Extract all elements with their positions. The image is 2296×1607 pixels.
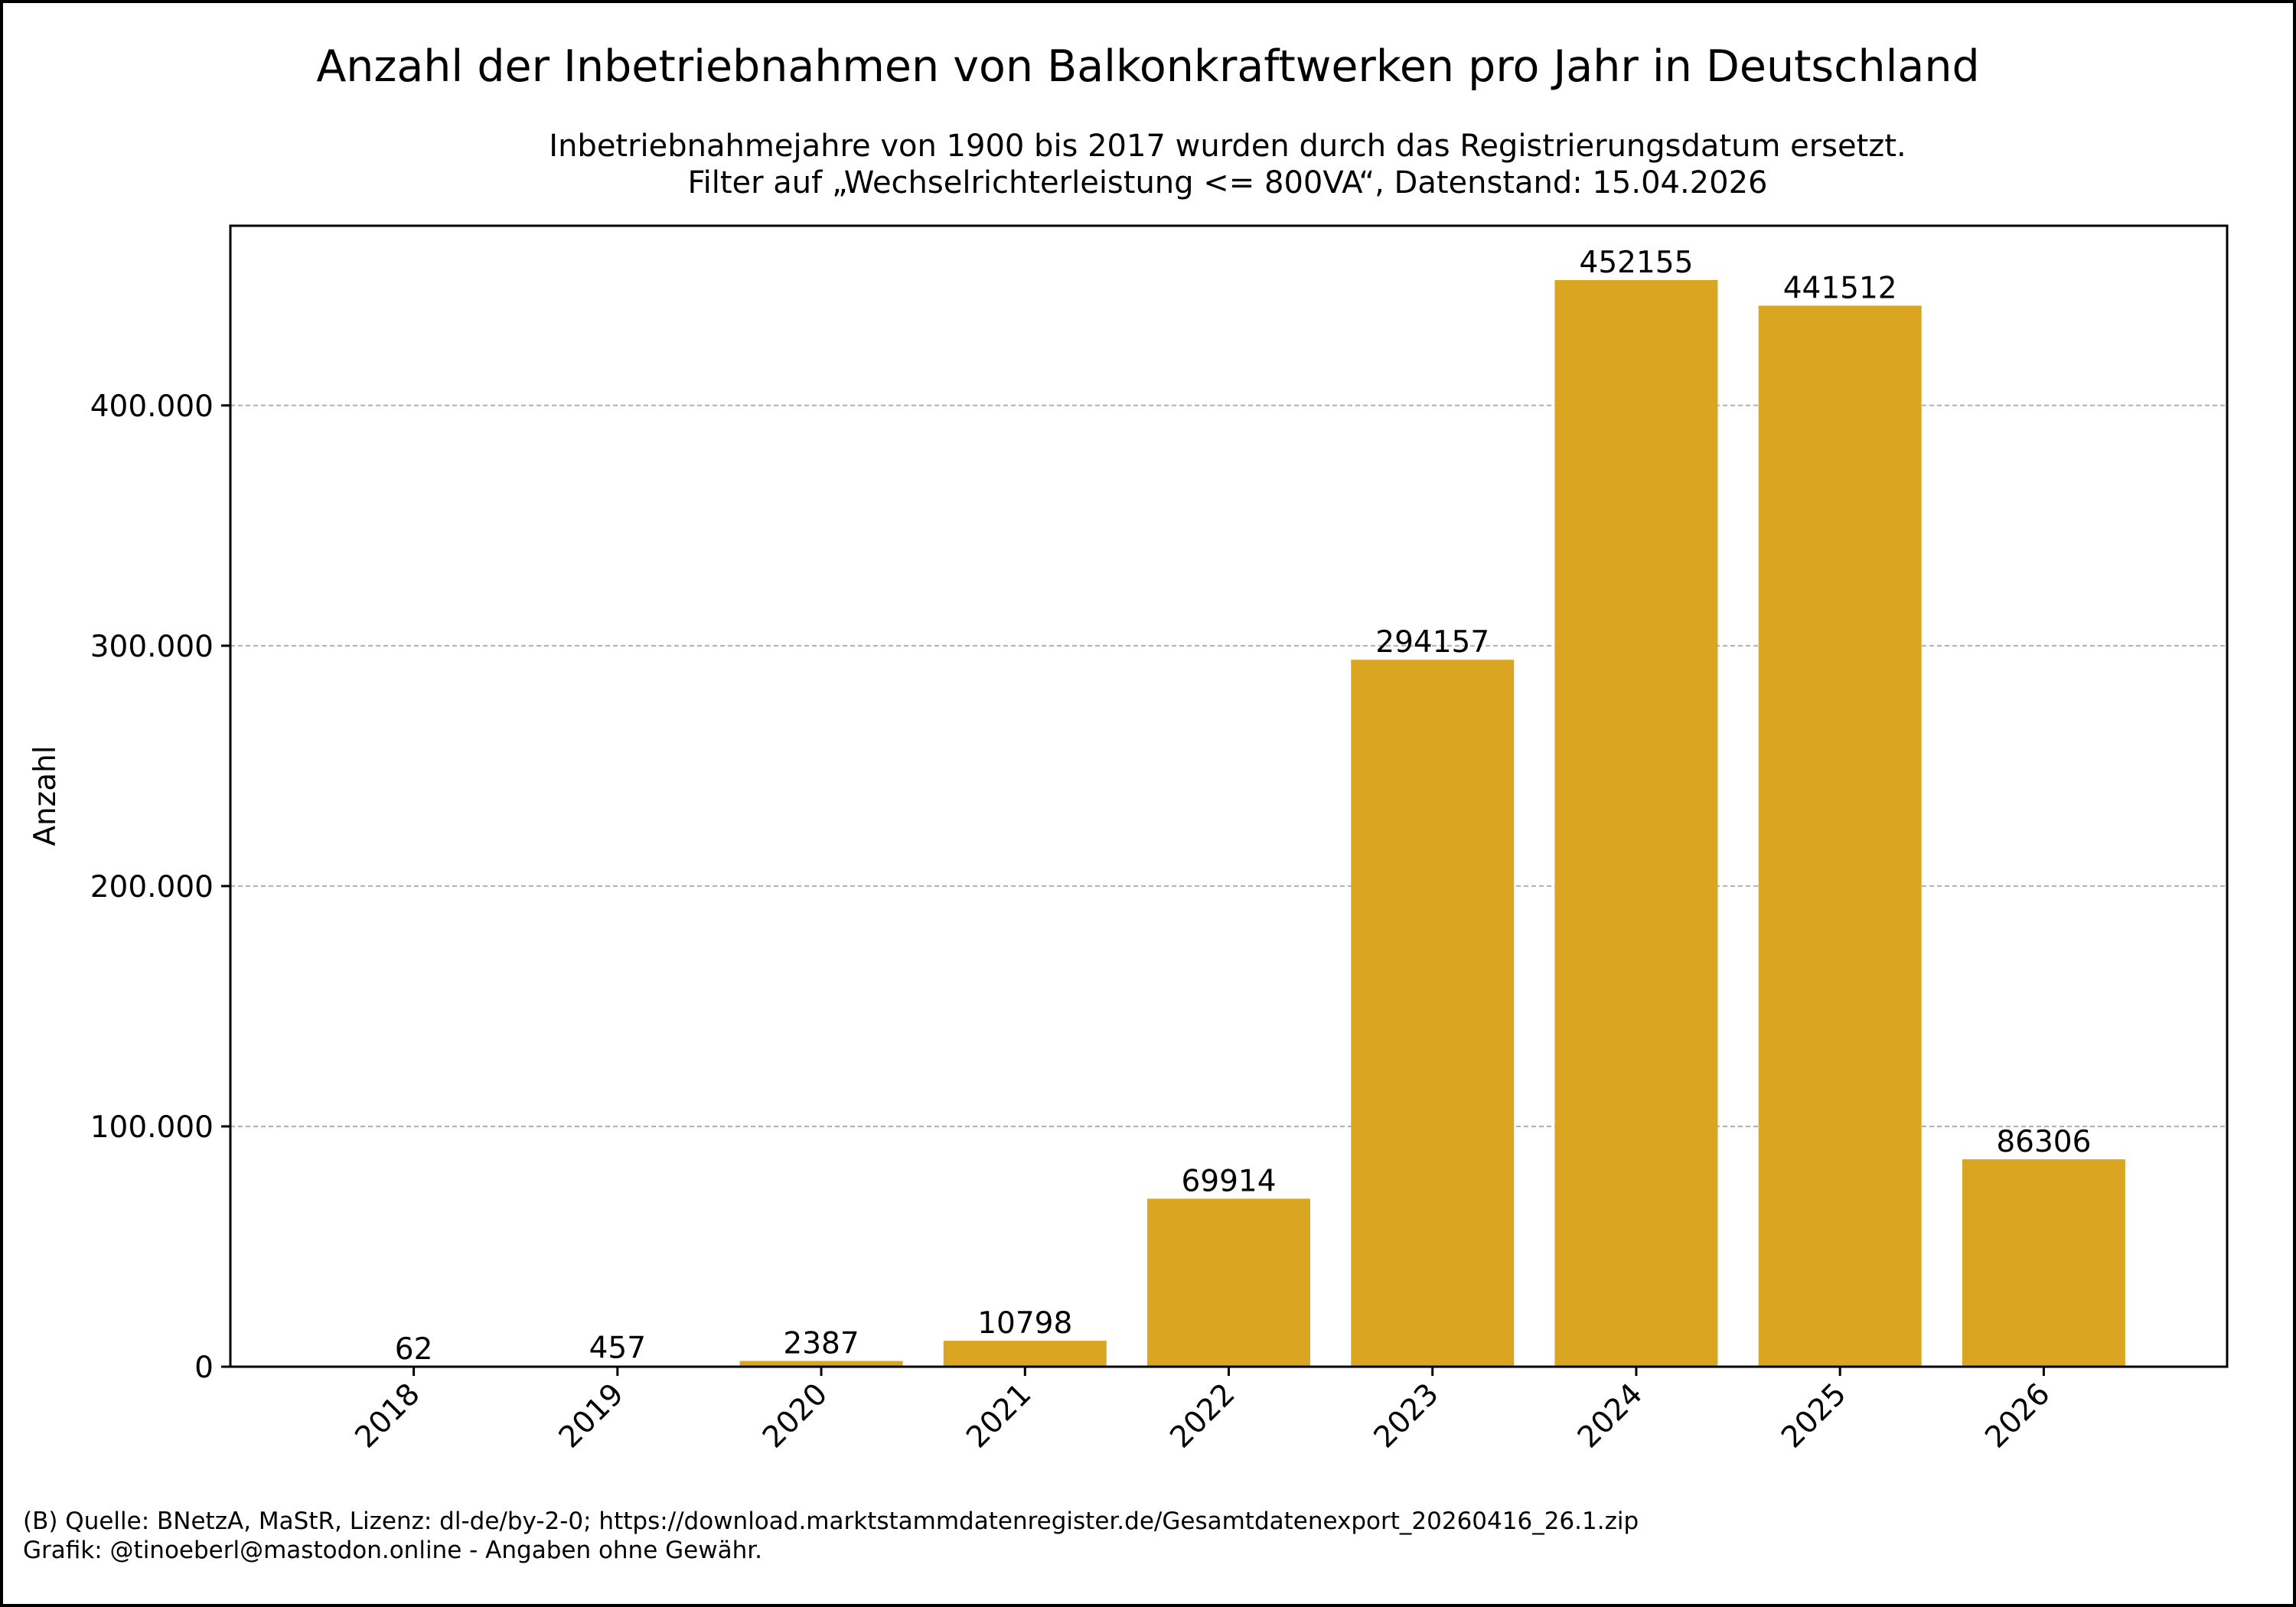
- bar-2026: [1962, 1159, 2125, 1367]
- data-label-2025: 441512: [1783, 271, 1897, 305]
- y-tick-label: 400.000: [90, 390, 214, 424]
- x-tick-label-2019: 2019: [553, 1377, 631, 1455]
- data-label-2018: 62: [395, 1332, 433, 1367]
- y-tick-label: 0: [194, 1351, 214, 1385]
- source-footer-line-1: (B) Quelle: BNetzA, MaStR, Lizenz: dl-de…: [23, 1508, 1639, 1535]
- data-label-2022: 69914: [1181, 1164, 1276, 1198]
- bars: [332, 280, 2125, 1367]
- data-label-2023: 294157: [1375, 625, 1489, 660]
- x-tick-label-2025: 2025: [1775, 1377, 1853, 1455]
- bar-2022: [1147, 1198, 1310, 1367]
- bar-2021: [943, 1341, 1107, 1367]
- data-label-2019: 457: [589, 1332, 646, 1366]
- bar-2020: [739, 1361, 903, 1367]
- x-tick-label-2018: 2018: [349, 1377, 427, 1455]
- bar-2025: [1758, 305, 1922, 1367]
- x-tick-label-2026: 2026: [1978, 1377, 2056, 1455]
- chart-title: Anzahl der Inbetriebnahmen von Balkonkra…: [316, 41, 1979, 92]
- grid-lines: [230, 404, 2227, 1127]
- bar-2023: [1351, 660, 1515, 1367]
- data-labels: 62 457 2387 10798 69914 294157 452155 441512 863…: [395, 246, 2092, 1367]
- y-axis-ticks: 0 100.000 200.000 300.000 400.000: [90, 390, 230, 1385]
- x-tick-label-2022: 2022: [1164, 1377, 1242, 1455]
- x-axis-ticks: 2018 2019 2020 2021 2022 2023 2024 2025 2026: [349, 1367, 2056, 1455]
- data-label-2026: 86306: [1996, 1125, 2091, 1159]
- x-tick-label-2024: 2024: [1571, 1377, 1649, 1455]
- chart-subtitle-line-2: Filter auf „Wechselrichterleistung <= 80…: [688, 165, 1768, 200]
- x-tick-label-2023: 2023: [1368, 1377, 1446, 1455]
- y-axis-label: Anzahl: [28, 745, 63, 846]
- y-tick-label: 100.000: [90, 1110, 214, 1145]
- data-label-2024: 452155: [1580, 246, 1694, 280]
- bar-2024: [1554, 280, 1718, 1367]
- source-footer-line-2: Grafik: @tinoeberl@mastodon.online - Ang…: [23, 1537, 762, 1564]
- chart-subtitle-line-1: Inbetriebnahmejahre von 1900 bis 2017 wu…: [549, 129, 1906, 164]
- y-tick-label: 300.000: [90, 630, 214, 664]
- data-label-2021: 10798: [977, 1306, 1072, 1341]
- y-tick-label: 200.000: [90, 870, 214, 905]
- x-tick-label-2020: 2020: [756, 1377, 834, 1455]
- x-tick-label-2021: 2021: [960, 1377, 1038, 1455]
- data-label-2020: 2387: [783, 1327, 859, 1361]
